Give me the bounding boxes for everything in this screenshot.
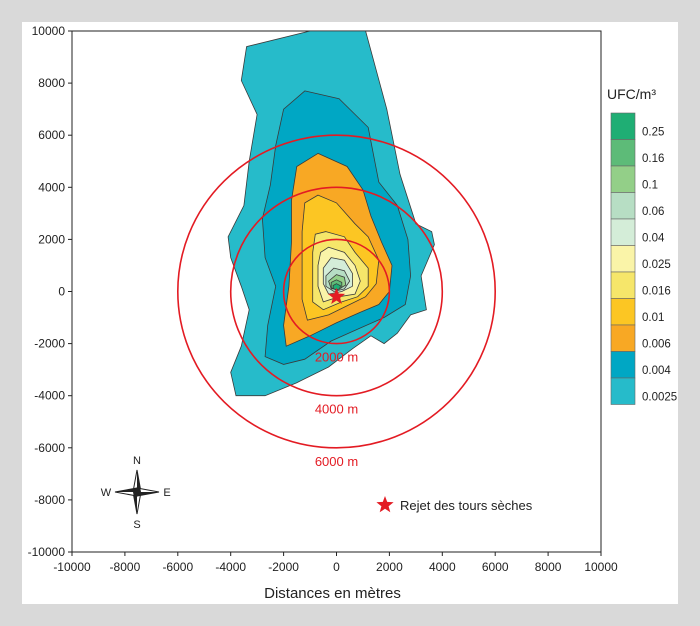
- y-tick-label: -2000: [34, 337, 65, 351]
- distance-circles: [177, 134, 496, 449]
- colorbar-label: 0.1: [642, 180, 658, 192]
- colorbar-swatch: [610, 112, 636, 140]
- x-tick-label: -4000: [215, 560, 246, 574]
- colorbar-swatch: [610, 324, 636, 352]
- x-tick-label: -8000: [110, 560, 141, 574]
- x-tick-label: 8000: [535, 560, 562, 574]
- x-tick-label: 4000: [429, 560, 456, 574]
- circle-6000m: [177, 134, 496, 449]
- x-tick-label: -6000: [162, 560, 193, 574]
- y-tick-label: 4000: [38, 180, 65, 194]
- y-tick-label: -10000: [28, 545, 66, 559]
- y-tick-label: 6000: [38, 128, 65, 142]
- y-tick-label: 8000: [38, 76, 65, 90]
- colorbar-swatch: [610, 165, 636, 193]
- y-tick-label: 10000: [32, 24, 66, 38]
- compass-shade: [137, 492, 159, 496]
- colorbar-swatch: [610, 218, 636, 246]
- colorbar-swatch: [610, 192, 636, 220]
- compass-shade: [115, 488, 137, 492]
- dispersion-map-svg: 2000 m 4000 m 6000 m -10000 -8000 -6000 -4000 -…: [28, 24, 678, 602]
- x-tick-label: -10000: [53, 560, 91, 574]
- colorbar-swatch: [610, 139, 636, 167]
- x-tick-label: -2000: [268, 560, 299, 574]
- circle-label-2000m: 2000 m: [315, 350, 358, 365]
- colorbar-swatch: [610, 351, 636, 379]
- legend-star-icon: [376, 496, 394, 513]
- x-tick-label: 2000: [376, 560, 403, 574]
- contour-layer: [227, 31, 435, 397]
- colorbar-label: 0.004: [642, 365, 671, 377]
- x-axis-label: Distances en mètres: [264, 585, 401, 602]
- colorbar-label: 0.006: [642, 339, 671, 351]
- x-tick-label: 0: [333, 560, 340, 574]
- y-tick-label: 0: [58, 285, 65, 299]
- circle-label-6000m: 6000 m: [315, 454, 358, 469]
- colorbar-label: 0.06: [642, 206, 664, 218]
- colorbar-label: 0.25: [642, 127, 664, 139]
- colorbar-swatch: [610, 271, 636, 299]
- y-tick-label: -4000: [34, 389, 65, 403]
- y-tick-label: 2000: [38, 232, 65, 246]
- compass-n-label: N: [133, 455, 141, 467]
- colorbar-title: UFC/m³: [607, 86, 656, 102]
- x-tick-label: 6000: [482, 560, 509, 574]
- legend: Rejet des tours sèches: [376, 496, 533, 513]
- circle-4000m: [229, 186, 444, 397]
- legend-source-label: Rejet des tours sèches: [400, 498, 533, 513]
- y-tick-label: -6000: [34, 441, 65, 455]
- chart-panel: 2000 m 4000 m 6000 m -10000 -8000 -6000 -4000 -…: [22, 22, 678, 604]
- colorbar-label: 0.016: [642, 286, 671, 298]
- colorbar: UFC/m³ 0.25 0.16 0.1 0.06 0.04 0.025 0.016 0.01 0…: [607, 86, 677, 405]
- compass-s-label: S: [133, 519, 140, 531]
- compass-w-label: W: [101, 487, 112, 499]
- source-star-marker: [327, 287, 346, 304]
- colorbar-label: 0.0025: [642, 392, 677, 404]
- colorbar-label: 0.04: [642, 233, 665, 245]
- colorbar-swatch: [610, 298, 636, 326]
- circle-label-4000m: 4000 m: [315, 402, 358, 417]
- circle-2000m: [282, 238, 391, 345]
- colorbar-swatch: [610, 377, 636, 405]
- x-tick-label: 10000: [584, 560, 618, 574]
- colorbar-label: 0.01: [642, 312, 664, 324]
- compass-e-label: E: [163, 487, 170, 499]
- colorbar-label: 0.16: [642, 153, 664, 165]
- compass-shade: [133, 492, 137, 514]
- compass-rose: N S E W: [101, 455, 171, 531]
- compass-shade: [137, 470, 141, 492]
- y-tick-label: -8000: [34, 493, 65, 507]
- colorbar-label: 0.025: [642, 259, 671, 271]
- colorbar-swatch: [610, 245, 636, 273]
- axes: 2000 m 4000 m 6000 m -10000 -8000 -6000 -4000 -…: [28, 24, 618, 602]
